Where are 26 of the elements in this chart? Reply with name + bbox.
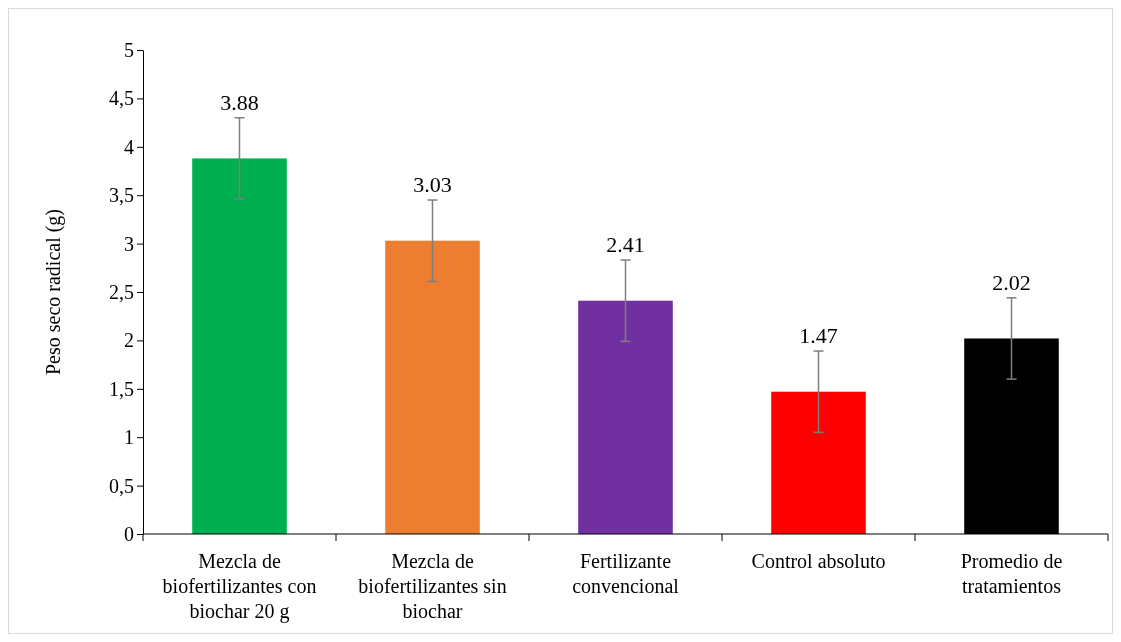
data-label: 1.47: [799, 323, 838, 349]
y-tick-label: 3: [124, 232, 134, 255]
bar: [578, 300, 673, 534]
x-tick-label: Mezcla de biofertilizantes sin biochar: [358, 550, 507, 622]
bar: [192, 158, 287, 534]
y-tick-label: 4,5: [109, 87, 134, 110]
y-tick-label: 5: [124, 38, 134, 61]
y-tick-label: 1,5: [109, 377, 134, 400]
bar: [385, 240, 480, 534]
y-tick-label: 3,5: [109, 184, 134, 207]
x-tick-label: Promedio de tratamientos: [960, 550, 1063, 597]
y-tick-label: 4: [124, 135, 134, 158]
x-tick-label: Control absoluto: [751, 550, 886, 572]
y-tick-label: 2,5: [109, 280, 134, 303]
x-tick-label: Fertilizante convencional: [572, 550, 680, 597]
bar: [771, 391, 866, 534]
y-tick-label: 0: [124, 522, 134, 545]
y-tick-label: 2: [124, 329, 134, 352]
data-label: 3.88: [220, 89, 259, 115]
x-tick-label: Mezcla de biofertilizantes con biochar 20 g: [162, 550, 317, 623]
data-label: 2.41: [606, 232, 645, 258]
y-tick-label: 0,5: [109, 474, 134, 497]
data-label: 3.03: [413, 172, 452, 198]
data-label: 2.02: [992, 269, 1031, 295]
y-tick-label: 1: [124, 426, 134, 449]
y-axis-title: Peso seco radical (g): [42, 208, 65, 376]
